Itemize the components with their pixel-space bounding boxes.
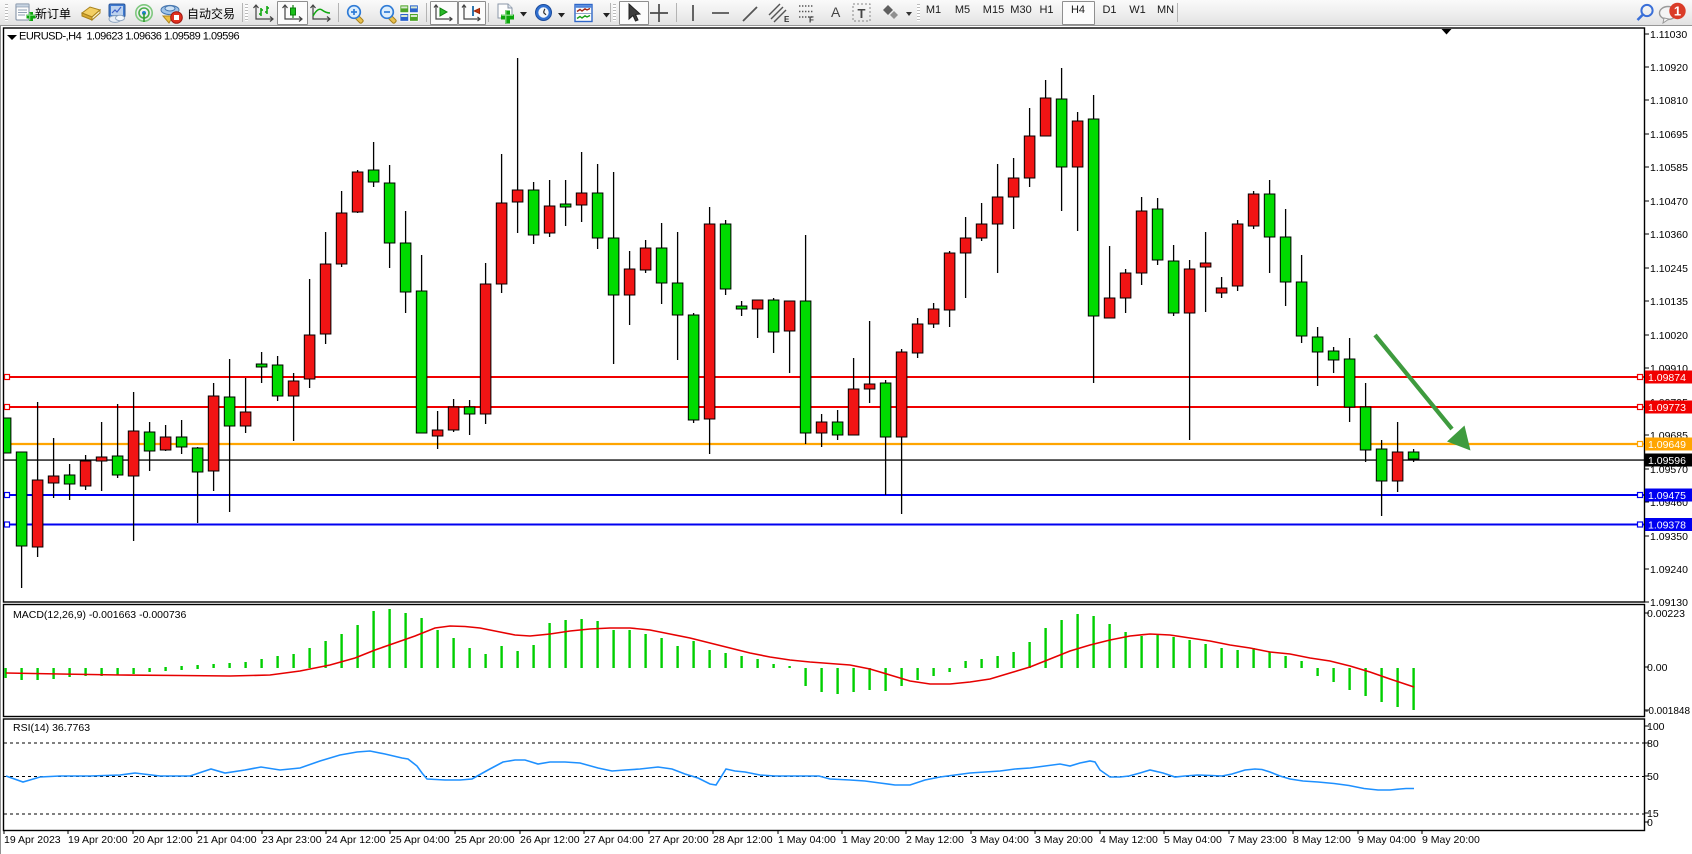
svg-text:50: 50	[1647, 771, 1659, 783]
svg-text:1.09378: 1.09378	[1648, 520, 1686, 532]
svg-text:0.00223: 0.00223	[1647, 608, 1685, 620]
svg-text:25 Apr 04:00: 25 Apr 04:00	[390, 834, 450, 846]
svg-text:EURUSD-,H4 1.09623 1.09636 1.: EURUSD-,H4 1.09623 1.09636 1.09589 1.095…	[19, 31, 239, 43]
svg-text:0.00: 0.00	[1647, 662, 1668, 674]
svg-text:24 Apr 12:00: 24 Apr 12:00	[326, 834, 386, 846]
svg-text:1.10020: 1.10020	[1650, 330, 1688, 342]
svg-text:8 May 12:00: 8 May 12:00	[1293, 834, 1351, 846]
svg-text:23 Apr 23:00: 23 Apr 23:00	[262, 834, 322, 846]
svg-text:9 May 20:00: 9 May 20:00	[1422, 834, 1480, 846]
svg-text:27 Apr 20:00: 27 Apr 20:00	[649, 834, 709, 846]
svg-text:19 Apr 20:00: 19 Apr 20:00	[68, 834, 128, 846]
svg-text:E: E	[784, 15, 790, 23]
svg-text:F: F	[809, 16, 814, 24]
svg-text:-0.001848: -0.001848	[1645, 706, 1690, 717]
svg-text:15: 15	[1647, 808, 1659, 820]
svg-text:100: 100	[1647, 721, 1665, 733]
svg-text:MACD(12,26,9) -0.001663 -0.000: MACD(12,26,9) -0.001663 -0.000736	[13, 609, 187, 621]
svg-text:3 May 04:00: 3 May 04:00	[971, 834, 1029, 846]
svg-text:28 Apr 12:00: 28 Apr 12:00	[713, 834, 773, 846]
svg-text:1.11030: 1.11030	[1650, 29, 1687, 41]
svg-text:1 May 20:00: 1 May 20:00	[842, 834, 900, 846]
svg-text:1 May 04:00: 1 May 04:00	[778, 834, 836, 846]
svg-text:26 Apr 12:00: 26 Apr 12:00	[520, 834, 580, 846]
svg-text:1.09350: 1.09350	[1650, 531, 1688, 543]
svg-text:1.09570: 1.09570	[1650, 464, 1688, 476]
svg-text:RSI(14) 36.7763: RSI(14) 36.7763	[13, 722, 90, 734]
svg-text:1.10360: 1.10360	[1650, 229, 1688, 241]
svg-text:4 May 12:00: 4 May 12:00	[1100, 834, 1158, 846]
svg-text:3 May 20:00: 3 May 20:00	[1035, 834, 1093, 846]
svg-text:1.09773: 1.09773	[1648, 402, 1686, 414]
svg-text:27 Apr 04:00: 27 Apr 04:00	[584, 834, 644, 846]
svg-text:1.09130: 1.09130	[1650, 597, 1688, 609]
svg-text:1.10135: 1.10135	[1650, 296, 1688, 308]
svg-text:1.10470: 1.10470	[1650, 196, 1688, 208]
svg-text:20 Apr 12:00: 20 Apr 12:00	[133, 834, 193, 846]
svg-text:T: T	[858, 6, 866, 21]
svg-text:25 Apr 20:00: 25 Apr 20:00	[455, 834, 515, 846]
svg-text:1.10810: 1.10810	[1650, 95, 1688, 107]
svg-text:21 Apr 04:00: 21 Apr 04:00	[197, 834, 257, 846]
svg-text:1.10695: 1.10695	[1650, 129, 1688, 141]
svg-text:9 May 04:00: 9 May 04:00	[1358, 834, 1416, 846]
svg-text:1: 1	[1674, 4, 1681, 19]
svg-text:1.10245: 1.10245	[1650, 263, 1688, 275]
svg-text:1.10585: 1.10585	[1650, 162, 1688, 174]
svg-text:80: 80	[1647, 738, 1659, 750]
svg-text:5 May 04:00: 5 May 04:00	[1164, 834, 1222, 846]
svg-text:1.09596: 1.09596	[1648, 455, 1686, 467]
svg-text:2 May 12:00: 2 May 12:00	[906, 834, 964, 846]
svg-text:1.09874: 1.09874	[1648, 372, 1686, 384]
svg-text:1.10920: 1.10920	[1650, 62, 1688, 74]
svg-text:7 May 23:00: 7 May 23:00	[1229, 834, 1287, 846]
svg-text:1.09649: 1.09649	[1648, 439, 1686, 451]
svg-text:0: 0	[1647, 817, 1653, 829]
svg-text:1.09240: 1.09240	[1650, 564, 1688, 576]
svg-text:19 Apr 2023: 19 Apr 2023	[4, 834, 61, 846]
svg-text:1.09475: 1.09475	[1648, 490, 1686, 502]
